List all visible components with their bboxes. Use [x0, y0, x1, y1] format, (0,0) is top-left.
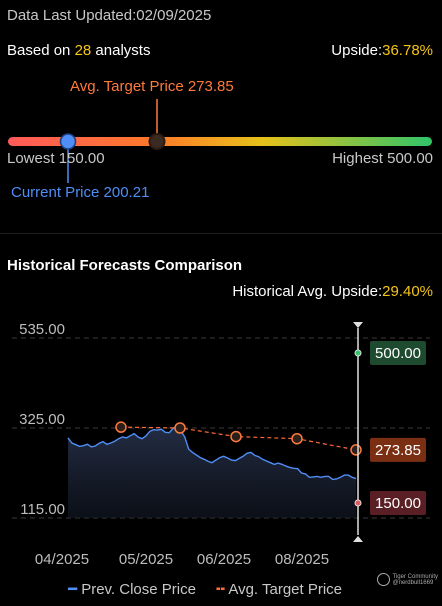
y-tick-label: 535.00 — [19, 321, 65, 338]
upside-value: 36.78% — [382, 42, 433, 59]
x-tick-label: 04/2025 — [35, 551, 89, 568]
highest-price-label: Highest 500.00 — [332, 150, 433, 167]
historical-upside-text: Historical Avg. Upside:29.40% — [232, 283, 433, 300]
current-price-marker — [59, 133, 77, 150]
avg-target-point[interactable] — [350, 444, 362, 456]
data-updated-label: Data Last Updated:02/09/2025 — [7, 7, 212, 24]
section-divider — [0, 233, 442, 234]
watermark-line1: Tiger Community — [392, 573, 438, 580]
historical-upside-label: Historical Avg. Upside: — [232, 283, 383, 300]
x-tick-label: 08/2025 — [275, 551, 329, 568]
close-price-line — [67, 424, 357, 481]
watermark: Tiger Community @nerdbull1669 — [376, 573, 438, 586]
low-forecast-badge — [370, 491, 426, 515]
legend-close-swatch: ━ — [68, 581, 78, 598]
range-gradient-track — [8, 137, 432, 146]
avg-target-point[interactable] — [174, 422, 186, 434]
current-price-label: Current Price 200.21 — [11, 184, 150, 201]
legend-target-price[interactable]: ╍ Avg. Target Price — [216, 581, 342, 598]
historical-title: Historical Forecasts Comparison — [7, 257, 243, 274]
analysts-count: 28 — [74, 42, 92, 59]
y-tick-label: 325.00 — [19, 411, 65, 428]
avg-target-marker — [148, 133, 166, 150]
avg-target-point[interactable] — [230, 430, 242, 443]
y-tick-label: 115.00 — [20, 501, 65, 518]
x-tick-label: 05/2025 — [119, 551, 173, 568]
legend-target-label: Avg. Target Price — [228, 581, 343, 598]
upside-label: Upside: — [331, 42, 383, 59]
cursor-bottom-handle-icon[interactable] — [353, 536, 363, 542]
close-price-area — [68, 425, 356, 518]
historical-upside-value: 29.40% — [382, 283, 433, 300]
legend-close-price[interactable]: ━ Prev. Close Price — [68, 581, 196, 598]
tiger-community-icon — [376, 573, 390, 586]
low-forecast-point — [354, 499, 362, 507]
high-forecast-label: 500.00 — [375, 345, 421, 362]
avg-target-point[interactable] — [291, 432, 303, 445]
upside-text: Upside:36.78% — [331, 42, 433, 59]
based-prefix: Based on — [7, 42, 75, 59]
price-range-bar — [8, 99, 432, 183]
legend-target-swatch: ╍ — [215, 581, 225, 598]
legend-close-label: Prev. Close Price — [81, 581, 196, 598]
analysts-count-text: Based on 28 analysts — [7, 42, 150, 59]
avg-target-price-label: Avg. Target Price 273.85 — [70, 78, 234, 95]
high-forecast-point — [354, 349, 362, 357]
x-tick-label: 06/2025 — [197, 551, 251, 568]
cursor-top-handle-icon[interactable] — [353, 322, 363, 328]
low-forecast-label: 150.00 — [375, 495, 421, 512]
chart-legend: ━ Prev. Close Price ╍ Avg. Target Price — [68, 580, 362, 598]
target-forecast-badge — [370, 437, 426, 462]
avg-target-point[interactable] — [115, 421, 127, 433]
based-suffix: analysts — [91, 42, 151, 59]
historical-forecast-chart: 535.00 325.00 115.00 04/2025 05/2025 06/2025 0… — [12, 321, 430, 568]
watermark-line2: @nerdbull1669 — [392, 579, 434, 586]
lowest-price-label: Lowest 150.00 — [7, 150, 105, 167]
high-forecast-badge — [370, 341, 426, 365]
target-forecast-label: 273.85 — [375, 442, 421, 459]
